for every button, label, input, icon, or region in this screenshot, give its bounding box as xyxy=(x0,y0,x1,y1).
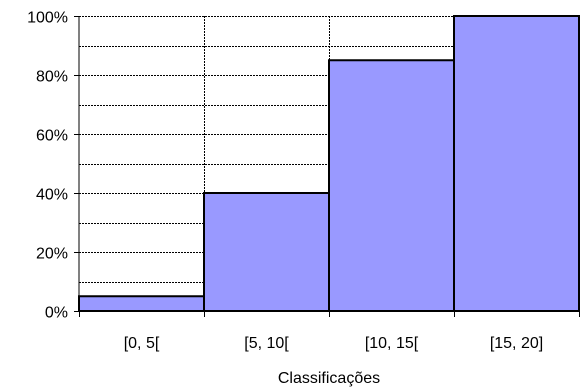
axes xyxy=(74,16,580,317)
y-tick-label: 20% xyxy=(36,246,68,263)
y-axis-tick-labels: 0% 20% 40% 60% 80% 100% xyxy=(27,10,68,322)
x-tick-label: [0, 5[ xyxy=(124,335,160,352)
bars xyxy=(78,15,580,312)
bar-2 xyxy=(328,59,455,312)
x-axis-title: Classificações xyxy=(278,370,380,387)
x-tick-label: [10, 15[ xyxy=(365,335,419,352)
y-tick-label: 40% xyxy=(36,187,68,204)
x-axis-tick-labels: [0, 5[ [5, 10[ [10, 15[ [15, 20] xyxy=(124,335,543,352)
y-tick-label: 80% xyxy=(36,69,68,86)
x-tick-label: [5, 10[ xyxy=(244,335,289,352)
bar-1 xyxy=(203,192,330,312)
bar-3 xyxy=(453,15,580,312)
y-tick-label: 60% xyxy=(36,128,68,145)
y-tick-label: 0% xyxy=(45,305,68,322)
x-tick-label: [15, 20] xyxy=(490,335,543,352)
y-tick-label: 100% xyxy=(27,10,68,27)
bar-0 xyxy=(78,295,205,312)
